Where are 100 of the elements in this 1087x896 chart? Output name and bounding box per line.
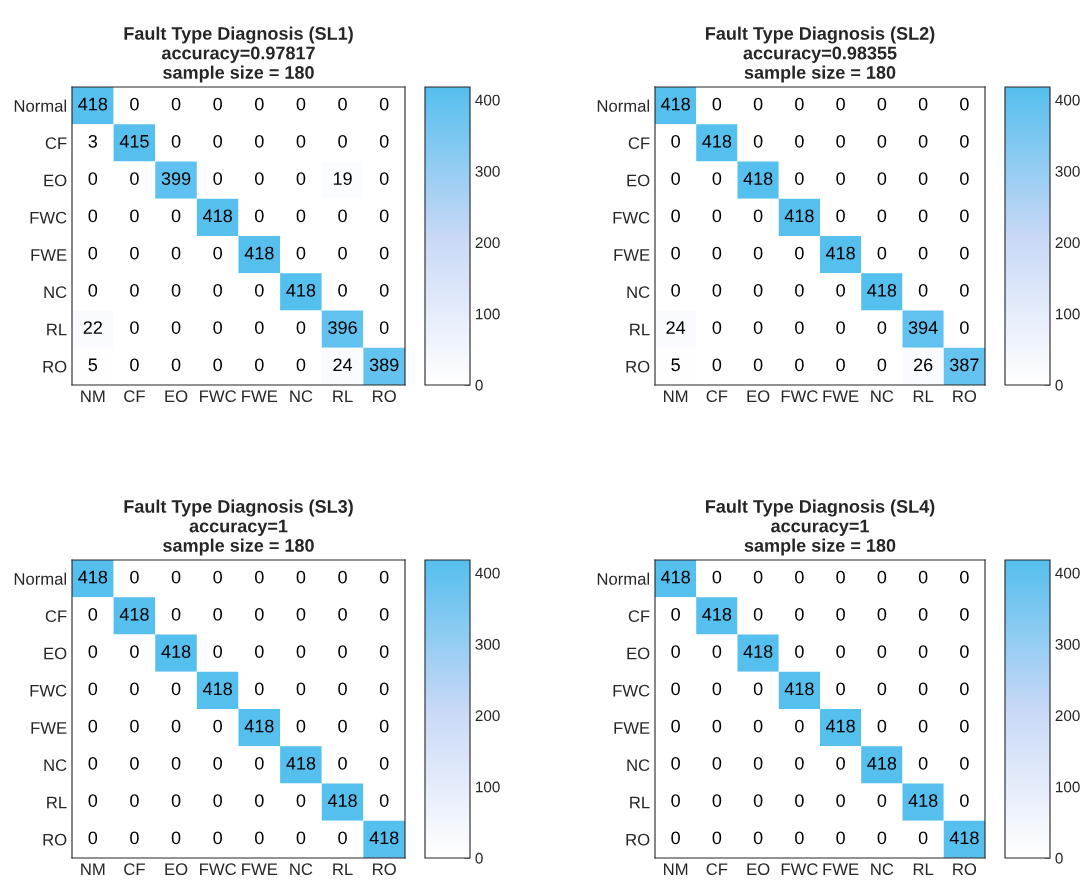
data-label: 0	[960, 682, 969, 696]
data-label: 3	[88, 134, 98, 148]
y-tick-label: FWE	[31, 249, 67, 261]
data-label: 418	[867, 756, 897, 770]
y-tick-label: FWE	[31, 722, 67, 734]
data-label: 0	[918, 682, 928, 696]
data-label: 0	[671, 756, 680, 770]
chart-title: Fault Type Diagnosis (SL1)	[124, 26, 353, 44]
data-label: 0	[671, 719, 680, 733]
data-label: 0	[338, 283, 347, 297]
data-label: 0	[338, 97, 347, 111]
x-tick-label: CF	[124, 390, 145, 403]
data-label: 0	[379, 682, 389, 696]
color-bar-label: 400	[475, 94, 500, 106]
data-label: 0	[171, 682, 181, 696]
data-label: 0	[213, 321, 222, 334]
data-label: 0	[877, 794, 887, 807]
data-label: 0	[712, 172, 722, 185]
data-label: 0	[338, 134, 347, 148]
x-tick-label: RO	[373, 390, 396, 403]
data-label: 0	[877, 358, 887, 372]
data-label: 0	[712, 645, 722, 658]
x-tick-label: RL	[913, 863, 934, 875]
x-tick-label: FWE	[823, 390, 859, 402]
data-label: 0	[918, 607, 928, 621]
data-label: 0	[171, 358, 181, 372]
data-label: 0	[296, 246, 306, 260]
data-label: 0	[171, 321, 181, 334]
chart-subtitle: accuracy=0.97817 sample size = 180	[161, 46, 315, 83]
data-label: 0	[171, 570, 181, 584]
color-bar-label: 0	[475, 379, 483, 391]
x-tick-label: NC	[290, 390, 313, 403]
data-label: 0	[213, 756, 222, 770]
chart-subtitle: accuracy=1 sample size = 180	[744, 519, 896, 556]
y-tick-label: RL	[47, 796, 67, 809]
data-label: 0	[918, 246, 928, 260]
data-label: 0	[130, 719, 139, 733]
data-label: 0	[753, 682, 763, 696]
data-label: 0	[795, 246, 804, 260]
data-label: 22	[83, 321, 102, 334]
y-tick-label: FWC	[613, 211, 650, 224]
data-label: 418	[78, 570, 108, 584]
color-bar-label: 100	[1056, 781, 1080, 793]
data-label: 0	[213, 794, 222, 807]
data-label: 0	[671, 607, 680, 621]
data-label: 0	[88, 719, 98, 733]
y-tick-label: NC	[627, 759, 650, 772]
data-label: 0	[836, 831, 845, 845]
data-label: 0	[795, 756, 804, 770]
data-label: 418	[244, 719, 274, 733]
data-label: 415	[119, 135, 149, 148]
data-label: 0	[960, 97, 969, 111]
data-label: 0	[88, 607, 98, 621]
x-tick-label: CF	[706, 863, 728, 876]
data-label: 0	[877, 607, 887, 621]
data-label: 0	[836, 570, 845, 584]
y-tick-label: NC	[44, 286, 67, 299]
data-label: 0	[836, 794, 845, 807]
data-label: 418	[78, 97, 108, 111]
x-tick-label: RL	[333, 863, 353, 875]
color-bar-label: 300	[475, 638, 500, 650]
color-bar-label: 0	[475, 852, 483, 864]
data-label: 0	[379, 246, 389, 260]
y-tick-label: CF	[45, 610, 67, 623]
data-label: 0	[671, 134, 680, 148]
data-label: 0	[171, 97, 181, 111]
x-tick-label: RL	[333, 390, 353, 402]
data-label: 0	[671, 831, 680, 845]
data-label: 387	[950, 358, 979, 372]
data-label: 0	[379, 607, 389, 621]
data-label: 0	[88, 172, 98, 185]
color-bar-label: 400	[1055, 94, 1080, 106]
data-label: 0	[130, 283, 139, 297]
data-label: 5	[88, 358, 98, 372]
data-label: 0	[960, 794, 969, 807]
y-tick-label: Normal	[14, 572, 67, 585]
data-label: 0	[130, 682, 139, 696]
data-label: 0	[918, 756, 928, 770]
x-tick-label: EO	[747, 390, 770, 403]
data-label: 0	[255, 172, 264, 185]
color-bar-label: 300	[1055, 165, 1080, 177]
data-label: 0	[960, 246, 969, 260]
data-label: 0	[960, 134, 969, 148]
data-label: 0	[712, 719, 722, 733]
color-bar-label: 300	[1055, 638, 1080, 650]
data-label: 0	[130, 209, 139, 223]
data-label: 0	[836, 209, 845, 223]
data-label: 0	[960, 570, 969, 584]
y-tick-label: RL	[47, 323, 67, 336]
x-tick-label: FWC	[781, 863, 818, 876]
x-tick-label: NC	[871, 390, 894, 403]
data-label: 0	[379, 794, 389, 807]
data-label: 0	[877, 682, 887, 696]
color-bar-label: 200	[475, 237, 500, 249]
data-label: 0	[296, 209, 306, 223]
data-label: 0	[130, 645, 139, 658]
data-label: 0	[171, 719, 181, 733]
y-tick-label: RO	[626, 833, 650, 846]
data-label: 0	[712, 794, 722, 807]
data-label: 396	[328, 321, 357, 334]
